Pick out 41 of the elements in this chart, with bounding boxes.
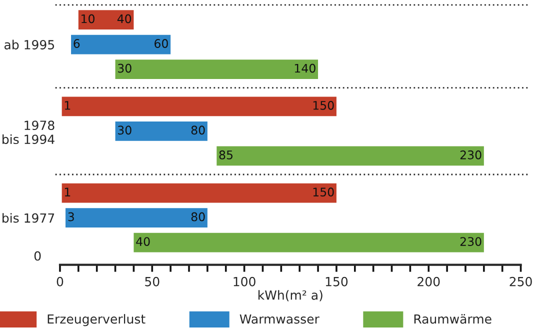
- x-axis-title: kWh(m² a): [258, 290, 322, 302]
- text: 0: [34, 251, 41, 261]
- y-tick-label: 1978 bis 1994: [2, 120, 54, 144]
- y-tick-label: bis 1977: [2, 213, 54, 223]
- bar: [71, 34, 171, 54]
- x-tick-label: 0: [56, 276, 64, 286]
- text: 3: [68, 212, 74, 222]
- bar: [115, 122, 208, 141]
- text: 10: [82, 14, 94, 24]
- x-tick-label: 100: [234, 276, 256, 286]
- text: 60: [154, 39, 168, 48]
- bar: [115, 60, 318, 79]
- text: 1: [64, 188, 70, 196]
- text: 1: [64, 101, 70, 110]
- bar: [78, 10, 134, 30]
- text: 230: [460, 150, 482, 160]
- text: 30: [118, 64, 132, 73]
- text: 30: [118, 126, 132, 135]
- legend-label: Raumwärme: [414, 314, 492, 324]
- text: 150: [313, 188, 334, 196]
- legend-label: Warmwasser: [240, 314, 320, 324]
- text: 40: [136, 237, 150, 246]
- bar: [62, 183, 336, 203]
- x-tick-label: 200: [418, 276, 440, 286]
- legend-label: Erzeugerverlust: [48, 314, 146, 326]
- text: 85: [219, 150, 232, 160]
- bar: [66, 208, 208, 228]
- text: 80: [191, 212, 205, 222]
- x-tick-label: 150: [326, 276, 348, 286]
- x-tick-label: 250: [510, 276, 532, 286]
- text: 150: [313, 100, 334, 110]
- bar: [62, 96, 336, 116]
- text: 140: [294, 64, 316, 73]
- text: 40: [117, 14, 132, 24]
- bar: [134, 232, 484, 252]
- text: 6: [74, 39, 80, 48]
- text: 80: [191, 126, 205, 135]
- bar: [216, 146, 484, 166]
- x-tick-label: 50: [145, 276, 160, 286]
- y-tick-label: ab 1995: [4, 40, 54, 50]
- text: 230: [460, 237, 482, 246]
